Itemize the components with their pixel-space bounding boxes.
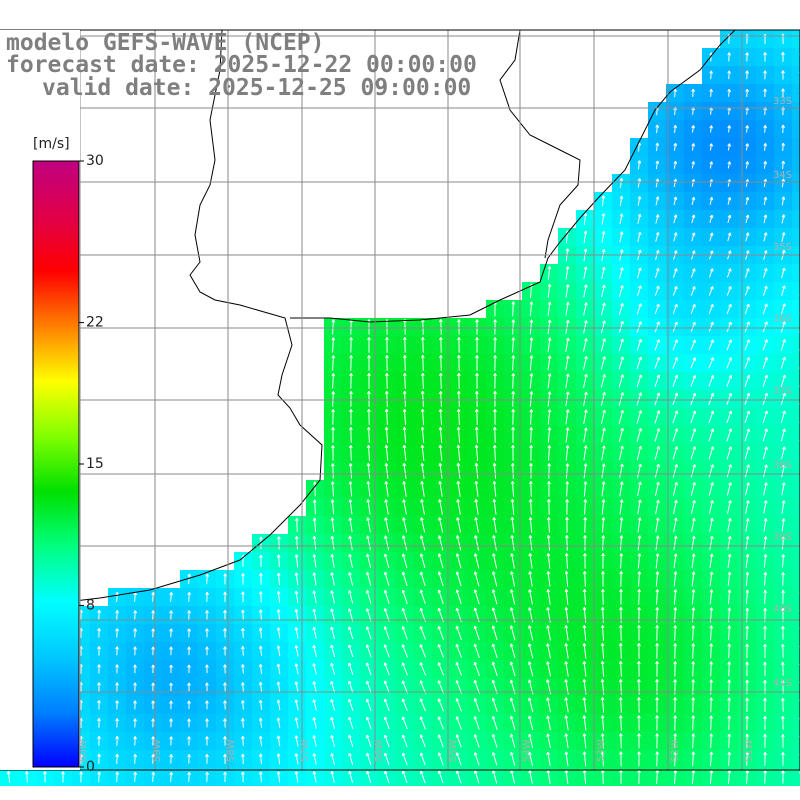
colorbar-tick-label: 15: [86, 456, 104, 472]
lat-label: 41S: [773, 678, 792, 689]
colorbar-ticks: 30 22 15 8 0: [79, 153, 104, 775]
colorbar-tick-label: 22: [86, 315, 104, 331]
forecast-date: forecast date: 2025-12-22 00:00:00: [6, 52, 477, 78]
lat-label: 33S: [773, 96, 792, 107]
colorbar: [m/s] 30 22 15 8 0: [0, 30, 104, 775]
valid-date: valid date: 2025-12-25 09:00:00: [42, 75, 472, 101]
colorbar-unit: [m/s]: [33, 136, 70, 152]
lat-label: 37S: [773, 386, 792, 397]
colorbar-tick-label: 30: [86, 153, 104, 169]
lat-label: 34S: [773, 170, 792, 181]
lon-label: 56W: [374, 739, 385, 762]
lon-label: 53W: [596, 739, 607, 762]
wind-direction-arrows: [6, 33, 800, 785]
coastline: [0, 29, 736, 616]
lon-label: 52W: [670, 739, 681, 762]
lon-label: 51W: [744, 739, 755, 762]
wind-speed-field: [0, 30, 800, 786]
lat-label: 35S: [773, 242, 792, 253]
lon-label: 57W: [300, 739, 311, 762]
colorbar-tick-label: 8: [86, 597, 95, 613]
lon-label: 59W: [152, 739, 163, 762]
lat-label: 36S: [773, 314, 792, 325]
lon-label: 60W: [78, 739, 89, 762]
lat-label: 38S: [773, 460, 792, 471]
colorbar-tick-label: 0: [86, 759, 95, 775]
colorbar-ramp: [32, 160, 80, 768]
lat-label: 39S: [773, 532, 792, 543]
lon-label: 55W: [448, 739, 459, 762]
lat-label: 40S: [773, 604, 792, 615]
lon-label: 58W: [226, 739, 237, 762]
lon-label: 54W: [522, 739, 533, 762]
model-title: modelo GEFS-WAVE (NCEP): [6, 30, 325, 56]
